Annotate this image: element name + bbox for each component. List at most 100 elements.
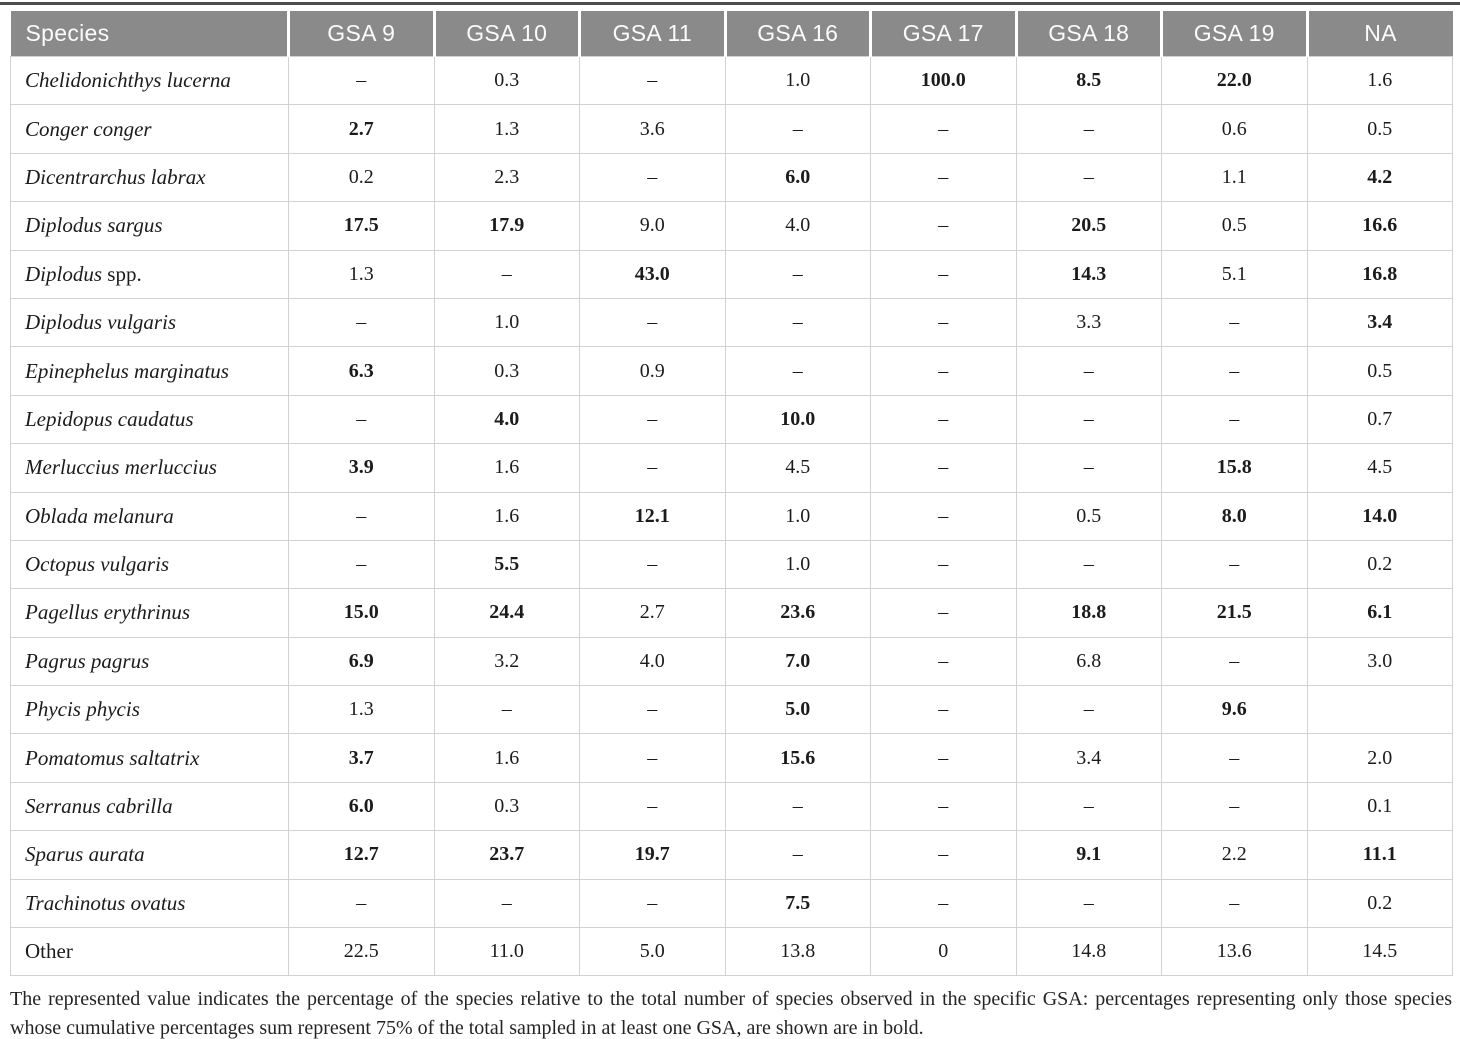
- value-cell: –: [1161, 733, 1308, 783]
- value-cell: –: [1015, 539, 1162, 590]
- value-cell: –: [579, 152, 726, 203]
- table-row: Other 22.5 11.0 5.0 13.8 0 14.8 13.6 14.5: [10, 927, 1453, 977]
- value-cell: –: [1015, 878, 1162, 929]
- value-cell: 5.1: [1161, 249, 1308, 299]
- value-cell: 0.5: [1015, 491, 1162, 541]
- value-cell: 1.1: [1161, 152, 1308, 203]
- value-cell: 20.5: [1015, 201, 1162, 251]
- species-cell: Lepidopus caudatus: [10, 394, 289, 445]
- species-cell: Diplodus sargus: [10, 201, 289, 251]
- value-cell: 0.6: [1161, 104, 1308, 154]
- value-cell: 2.2: [1161, 830, 1308, 880]
- value-cell: 4.5: [1306, 443, 1453, 493]
- value-cell: 4.0: [724, 201, 871, 251]
- table-row: Dicentrarchus labrax 0.2 2.3–6.0– –1.1 4.2: [10, 152, 1453, 203]
- value-cell: –: [724, 346, 871, 396]
- value-cell: 4.5: [724, 443, 871, 493]
- value-cell: 1.3: [288, 685, 435, 735]
- value-cell: 6.0: [288, 781, 435, 832]
- value-cell: –: [870, 781, 1017, 832]
- value-cell: –: [288, 491, 435, 541]
- value-cell: –: [1015, 394, 1162, 445]
- value-cell: 15.6: [724, 733, 871, 783]
- species-cell: Pagellus erythrinus: [10, 588, 289, 638]
- value-cell: –: [579, 394, 726, 445]
- table-body: Chelidonichthys lucerna –0.3–1.0 100.0 8.5 2…: [10, 55, 1453, 977]
- species-name-italic: Trachinotus ovatus: [25, 890, 186, 915]
- table-row: Oblada melanura –1.6 12.1 1.0–0.5 8.0 14.0: [10, 491, 1453, 541]
- value-cell: –: [724, 104, 871, 154]
- column-header-gsa-9: GSA 9: [287, 11, 434, 57]
- column-header-gsa-16: GSA 16: [723, 11, 871, 57]
- value-cell: –: [1161, 346, 1308, 396]
- value-cell: 0.3: [433, 781, 580, 832]
- value-cell: 11.1: [1306, 830, 1453, 880]
- value-cell: 100.0: [870, 55, 1017, 106]
- species-name-italic: Diplodus sargus: [25, 213, 163, 238]
- value-cell: 24.4: [433, 588, 580, 638]
- value-cell: 4.2: [1306, 152, 1453, 203]
- value-cell: [1306, 685, 1453, 735]
- species-name-italic: Octopus vulgaris: [25, 552, 170, 577]
- value-cell: –: [288, 394, 435, 445]
- value-cell: 6.9: [288, 636, 435, 687]
- table-row: Phycis phycis 1.3– –5.0– –9.6: [10, 685, 1453, 735]
- value-cell: 3.6: [579, 104, 726, 154]
- value-cell: 10.0: [724, 394, 871, 445]
- table-row: Epinephelus marginatus 6.3 0.3 0.9– – – –0.5: [10, 346, 1453, 396]
- value-cell: –: [724, 249, 871, 299]
- species-name-italic: Conger conger: [25, 116, 152, 141]
- species-name-italic: Dicentrarchus labrax: [25, 164, 206, 189]
- value-cell: –: [870, 685, 1017, 735]
- species-name-italic: Diplodus vulgaris: [25, 310, 177, 335]
- value-cell: –: [1015, 685, 1162, 735]
- value-cell: 2.0: [1306, 733, 1453, 783]
- value-cell: 12.7: [288, 830, 435, 880]
- species-name-italic: Epinephelus marginatus: [25, 358, 229, 383]
- value-cell: –: [1161, 297, 1308, 348]
- species-cell: Sparus aurata: [10, 830, 289, 880]
- value-cell: –: [870, 201, 1017, 251]
- value-cell: 3.0: [1306, 636, 1453, 687]
- species-name-italic: Sparus aurata: [25, 842, 145, 867]
- value-cell: 9.0: [579, 201, 726, 251]
- value-cell: 1.0: [724, 539, 871, 590]
- species-name-italic: Serranus cabrilla: [25, 794, 173, 819]
- species-cell: Oblada melanura: [10, 491, 289, 541]
- table-row: Diplodus spp. 1.3–43.0– –14.3 5.1 16.8: [10, 249, 1453, 299]
- species-name-italic: Phycis phycis: [25, 697, 140, 722]
- value-cell: –: [870, 346, 1017, 396]
- value-cell: –: [579, 539, 726, 590]
- value-cell: 1.6: [433, 491, 580, 541]
- table-row: Trachinotus ovatus – – –7.5– – –0.2: [10, 878, 1453, 929]
- value-cell: 5.5: [433, 539, 580, 590]
- value-cell: –: [1015, 152, 1162, 203]
- column-header-gsa-10: GSA 10: [432, 11, 580, 57]
- value-cell: –: [724, 297, 871, 348]
- value-cell: 15.0: [288, 588, 435, 638]
- value-cell: –: [1015, 443, 1162, 493]
- table-row: Diplodus sargus 17.5 17.9 9.0 4.0–20.5 0.5 16.…: [10, 201, 1453, 251]
- value-cell: –: [870, 539, 1017, 590]
- value-cell: –: [579, 733, 726, 783]
- value-cell: –: [1161, 878, 1308, 929]
- species-name-italic: Pagellus erythrinus: [25, 600, 191, 625]
- value-cell: 0.5: [1306, 346, 1453, 396]
- value-cell: –: [1161, 781, 1308, 832]
- value-cell: 23.7: [433, 830, 580, 880]
- value-cell: 11.0: [433, 927, 580, 977]
- species-cell: Dicentrarchus labrax: [10, 152, 289, 203]
- value-cell: –: [579, 443, 726, 493]
- value-cell: –: [870, 830, 1017, 880]
- value-cell: 0.9: [579, 346, 726, 396]
- value-cell: 7.0: [724, 636, 871, 687]
- species-cell: Diplodus spp.: [10, 249, 289, 299]
- value-cell: –: [1161, 539, 1308, 590]
- value-cell: 1.0: [724, 491, 871, 541]
- value-cell: 0: [870, 927, 1017, 977]
- value-cell: 0.1: [1306, 781, 1453, 832]
- value-cell: 12.1: [579, 491, 726, 541]
- table-row: Merluccius merluccius 3.9 1.6–4.5– –15.8 4.5: [10, 443, 1453, 493]
- value-cell: 17.9: [433, 201, 580, 251]
- value-cell: –: [870, 152, 1017, 203]
